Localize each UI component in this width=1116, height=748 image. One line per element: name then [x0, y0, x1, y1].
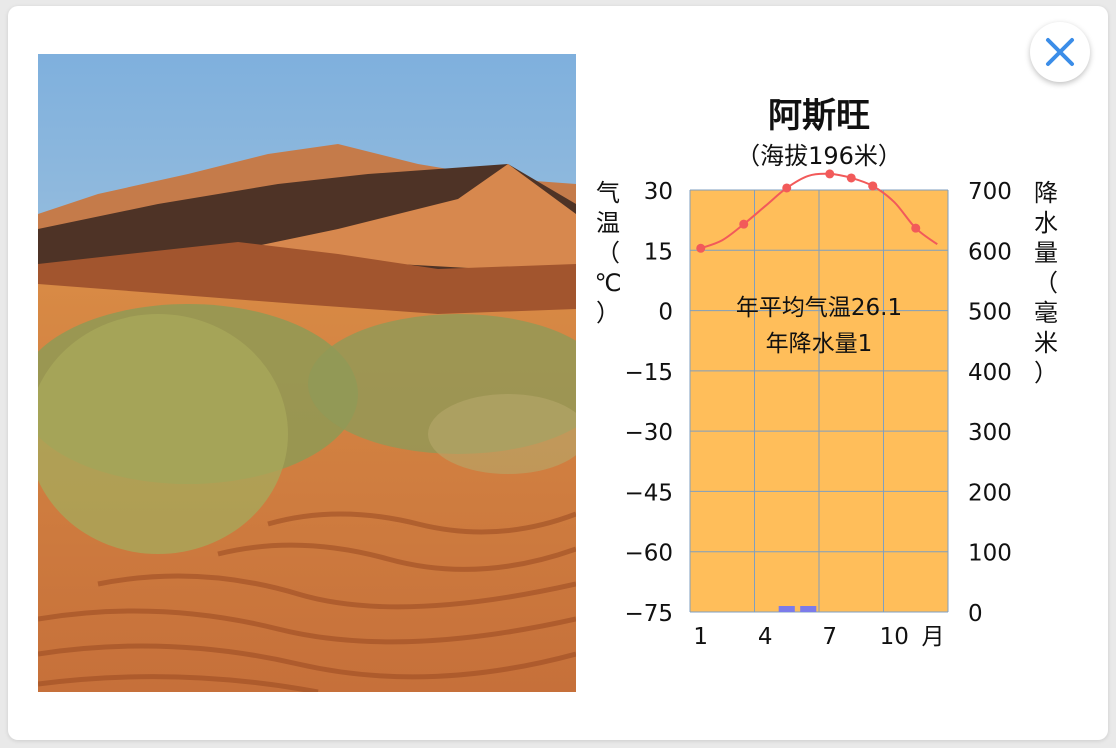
precipitation-axis-title: 降水量（毫米） [1031, 178, 1061, 388]
desert-photo [38, 54, 576, 692]
axis-title-char: 量 [1034, 239, 1058, 267]
axis-title-char: 毫 [1034, 299, 1058, 327]
axis-title-char: 温 [596, 209, 620, 237]
axis-title-char: ） [1034, 359, 1058, 387]
chart-title: 阿斯旺 [768, 96, 870, 136]
close-icon [1046, 38, 1074, 66]
axis-title-char: ） [596, 299, 620, 327]
axis-title-char: 米 [1034, 329, 1058, 357]
axis-title-char: ℃ [594, 269, 622, 297]
annual-precipitation-note: 年降水量1 [765, 331, 873, 357]
temperature-axis-title: 气温（℃） [593, 178, 623, 328]
axis-title-char: （ [1034, 269, 1058, 297]
close-button[interactable] [1030, 22, 1090, 82]
annual-mean-temperature-note: 年平均气温26.1 [735, 295, 903, 321]
axis-title-char: 降 [1034, 179, 1058, 207]
axis-title-char: 气 [596, 179, 620, 207]
chart-subtitle: （海拔196米） [736, 142, 902, 170]
axis-title-char: （ [596, 239, 620, 267]
axis-title-char: 水 [1034, 209, 1058, 237]
